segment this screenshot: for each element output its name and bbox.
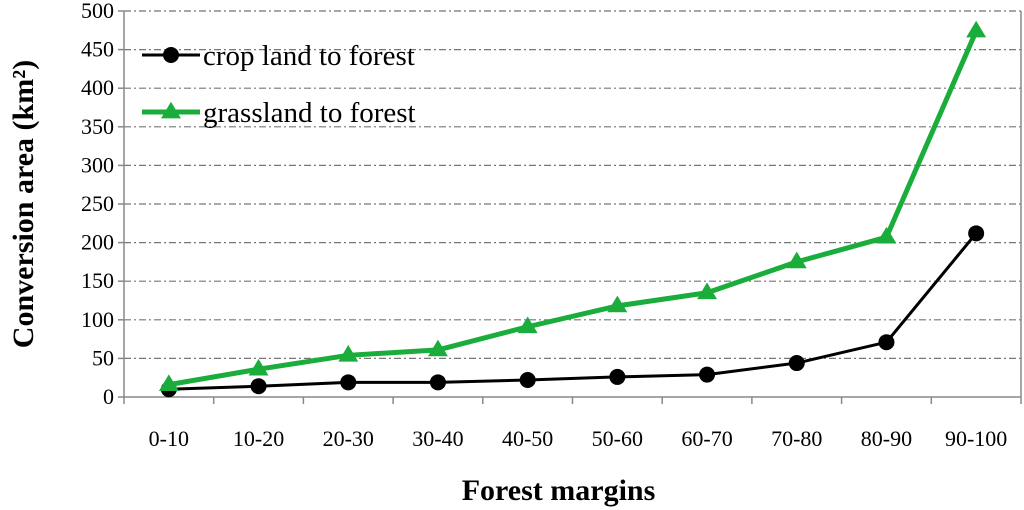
y-tick-label: 0	[103, 384, 114, 409]
x-tick-label: 40-50	[502, 426, 553, 451]
x-tick-label: 30-40	[412, 426, 463, 451]
y-tick-label: 50	[92, 345, 114, 370]
x-tick-labels: 0-10 10-20 20-30 30-40 40-50 50-60 60-70 70-80 8…	[149, 426, 1008, 451]
y-tick-label: 300	[81, 152, 114, 177]
data-point	[788, 355, 805, 372]
data-point	[968, 225, 985, 242]
data-point	[607, 295, 628, 313]
x-tick-label: 0-10	[149, 426, 189, 451]
x-tick-label: 60-70	[681, 426, 732, 451]
y-tick-label: 100	[81, 307, 114, 332]
x-tick-label: 20-30	[323, 426, 374, 451]
data-point	[338, 345, 359, 362]
legend-item: grassland to forest	[142, 97, 416, 129]
y-tick-label: 250	[81, 191, 114, 216]
data-point	[878, 334, 895, 351]
series-line	[168, 232, 978, 391]
data-point	[248, 358, 269, 376]
data-point	[786, 251, 807, 269]
data-point	[876, 226, 897, 244]
y-tick-label: 400	[81, 75, 114, 100]
axes	[118, 10, 1022, 404]
legend-swatch-marker	[163, 47, 179, 63]
legend: crop land to forest grassland to forest	[142, 40, 416, 129]
data-point	[699, 366, 716, 383]
y-axis-title: Conversion area (km²)	[7, 60, 40, 348]
y-tick-label: 200	[81, 230, 114, 255]
data-point	[519, 372, 536, 389]
legend-item: crop land to forest	[142, 40, 415, 72]
x-tick-label: 70-80	[771, 426, 822, 451]
legend-label: grassland to forest	[203, 97, 416, 129]
series-1	[160, 225, 985, 398]
data-point	[517, 316, 538, 334]
data-point	[609, 368, 626, 385]
series-2	[158, 20, 987, 391]
y-tick-label: 350	[81, 114, 114, 139]
series-group	[158, 20, 987, 398]
data-point	[158, 374, 179, 391]
y-tick-labels: 0 50 100 150 200 250 300 350 400 450 500	[81, 0, 114, 409]
data-point	[697, 282, 718, 300]
x-tick-label: 80-90	[861, 426, 912, 451]
x-axis-title: Forest margins	[462, 474, 656, 507]
data-point	[427, 339, 448, 357]
series-line	[168, 30, 979, 388]
data-point	[429, 374, 446, 391]
legend-swatch-marker	[161, 101, 181, 119]
data-point	[966, 20, 987, 38]
data-point	[250, 378, 267, 395]
y-tick-label: 500	[81, 0, 114, 23]
y-tick-label: 450	[81, 37, 114, 62]
data-point	[340, 374, 357, 391]
y-tick-label: 150	[81, 268, 114, 293]
x-tick-label: 50-60	[592, 426, 643, 451]
legend-label: crop land to forest	[203, 40, 415, 72]
x-tick-label: 10-20	[233, 426, 284, 451]
x-tick-label: 90-100	[945, 426, 1007, 451]
